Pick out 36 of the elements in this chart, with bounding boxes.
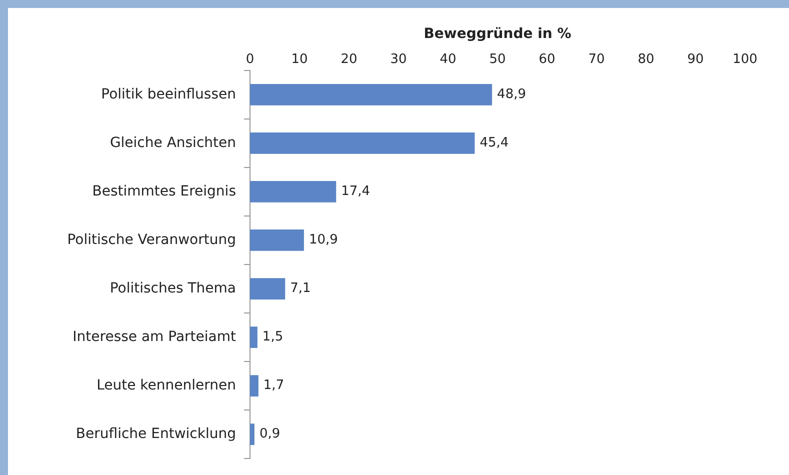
x-tick-label: 20 xyxy=(340,52,358,67)
x-tick-label: 40 xyxy=(440,52,456,67)
x-tick-label: 80 xyxy=(638,52,654,67)
bar xyxy=(250,84,492,106)
data-label: 17,4 xyxy=(341,184,370,200)
x-tick-label: 30 xyxy=(390,52,407,67)
x-tick-label: 0 xyxy=(246,52,254,67)
data-label: 0,9 xyxy=(259,426,280,442)
x-tick-label: 70 xyxy=(588,52,605,67)
data-label: 10,9 xyxy=(308,232,338,248)
bar xyxy=(250,424,254,446)
x-tick-label: 10 xyxy=(291,52,308,67)
x-tick-label: 50 xyxy=(489,52,506,67)
y-tick-label: Politisches Thema xyxy=(110,280,236,296)
bar xyxy=(250,375,258,396)
y-tick-label: Politik beeinflussen xyxy=(101,86,236,102)
bar xyxy=(250,181,336,202)
y-tick-label: Berufliche Entwicklung xyxy=(76,426,236,442)
bar xyxy=(250,278,286,300)
bar xyxy=(250,230,304,251)
x-tick-label: 100 xyxy=(732,52,758,67)
y-tick-label: Leute kennenlernen xyxy=(96,377,236,394)
data-label: 7,1 xyxy=(290,281,311,296)
x-tick-label: 90 xyxy=(687,52,704,67)
y-tick-label: Bestimmtes Ereignis xyxy=(92,183,236,200)
data-label: 48,9 xyxy=(497,87,526,102)
data-label: 1,5 xyxy=(262,330,284,345)
x-tick-label: 60 xyxy=(538,52,556,67)
bar xyxy=(250,326,258,348)
bar xyxy=(250,132,475,154)
data-label: 45,4 xyxy=(480,136,509,151)
y-tick-label: Politische Veranwortung xyxy=(67,232,236,248)
x-axis-title: Beweggründe in % xyxy=(424,26,572,42)
data-label: 1,7 xyxy=(263,378,284,394)
y-tick-label: Interesse am Parteiamt xyxy=(72,328,236,345)
y-tick-label: Gleiche Ansichten xyxy=(110,134,236,151)
